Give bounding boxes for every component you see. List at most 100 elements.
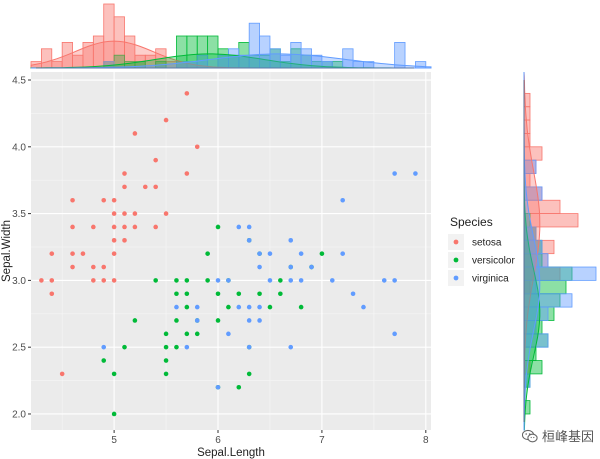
point-virginica [309,264,314,270]
point-virginica [184,344,190,350]
point-virginica [246,238,252,243]
point-setosa [70,264,75,270]
legend-key-versicolor [453,257,459,263]
point-virginica [361,304,366,310]
point-setosa [163,117,169,123]
x-axis-title: Sepal.Length [197,447,265,459]
point-virginica [288,264,294,270]
point-virginica [194,304,200,310]
point-versicolor [319,251,325,256]
right-marginal-histogram [523,71,597,431]
legend-label-versicolor: versicolor [472,256,515,267]
point-versicolor [174,278,179,283]
point-versicolor [246,371,252,377]
watermark: 桓峰基因 [521,426,594,445]
point-setosa [184,171,190,176]
point-virginica [288,278,294,283]
point-setosa [163,211,169,216]
point-setosa [101,264,107,270]
point-versicolor [184,291,190,297]
y-tick-label: 3.5 [12,209,26,220]
legend-title: Species [450,215,493,229]
point-virginica [340,251,345,256]
point-virginica [246,304,252,310]
legend-key-setosa [453,239,459,245]
point-setosa [122,238,127,243]
point-versicolor [184,304,190,310]
point-versicolor [184,278,190,283]
point-virginica [340,197,345,203]
point-versicolor [205,278,210,283]
top-density-virginica [31,53,432,69]
point-virginica [298,278,304,283]
point-setosa [153,184,158,190]
point-setosa [80,251,86,256]
point-versicolor [163,331,169,337]
point-versicolor [298,304,304,310]
point-virginica [215,384,221,390]
point-versicolor [215,291,221,297]
point-virginica [257,318,262,323]
point-virginica [288,344,294,350]
x-tick-label: 8 [423,435,429,446]
point-versicolor [122,344,127,350]
point-virginica [246,224,252,230]
y-axis: 2.0 2.5 3.0 3.5 4.0 4.5 [12,76,31,420]
point-versicolor [153,278,158,283]
point-setosa [132,131,138,136]
point-setosa [39,278,44,283]
scatter-points [39,91,418,417]
point-versicolor [174,291,179,297]
point-setosa [49,251,55,256]
point-versicolor [236,291,242,297]
point-setosa [122,224,127,230]
point-setosa [122,211,127,216]
point-versicolor [236,384,242,390]
x-tick-label: 6 [215,435,221,446]
point-virginica [226,331,231,337]
point-setosa [101,197,107,203]
y-tick-label: 4.0 [12,142,26,153]
x-tick-label: 7 [319,435,325,446]
point-versicolor [278,291,283,297]
point-setosa [111,278,117,283]
top-marginal-histogram [30,3,432,69]
point-virginica [413,171,418,176]
point-setosa [153,224,158,230]
point-setosa [122,184,127,190]
point-versicolor [163,371,169,377]
point-setosa [153,157,158,163]
point-setosa [49,278,55,283]
point-versicolor [215,318,221,323]
point-setosa [132,224,138,230]
y-tick-label: 3.0 [12,276,26,287]
point-virginica [392,171,397,176]
point-setosa [132,211,138,216]
point-setosa [122,171,127,176]
point-setosa [111,197,117,203]
point-setosa [111,238,117,243]
point-versicolor [101,358,107,363]
legend-key-virginica [453,275,459,281]
point-virginica [392,331,397,337]
point-virginica [194,318,200,323]
point-versicolor [278,278,283,283]
point-virginica [236,224,242,230]
point-virginica [215,278,221,283]
point-virginica [392,278,397,283]
point-versicolor [205,251,210,256]
point-virginica [246,318,252,323]
point-versicolor [111,371,117,377]
point-versicolor [194,331,200,337]
x-tick-label: 5 [111,435,117,446]
point-versicolor [257,291,262,297]
x-axis: 5 6 7 8 [111,430,429,446]
point-setosa [70,224,75,230]
point-versicolor [163,358,169,363]
y-tick-label: 2.0 [12,409,26,420]
point-versicolor [184,331,190,337]
point-virginica [350,291,356,297]
legend-label-setosa: setosa [472,238,502,249]
y-axis-title: Sepal.Width [1,220,13,282]
point-setosa [184,91,190,96]
